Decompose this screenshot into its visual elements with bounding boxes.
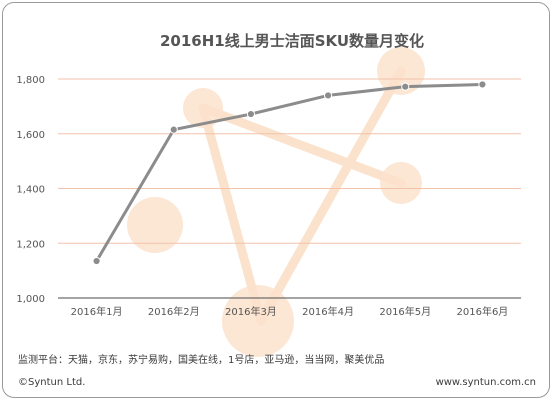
x-tick-label: 2016年3月: [225, 305, 277, 318]
data-point: [478, 80, 487, 89]
x-axis-ticks: 2016年1月 2016年2月 2016年3月 2016年4月 2016年5月 2016年…: [71, 305, 509, 318]
y-tick-label: 1,200: [16, 239, 45, 250]
x-tick-label: 2016年1月: [71, 305, 123, 318]
data-point: [323, 91, 333, 100]
series-line: [92, 80, 487, 266]
background-decoration: [127, 47, 425, 357]
y-tick-label: 1,000: [16, 294, 45, 305]
decor-band: [256, 66, 406, 326]
series-line-path: [95, 82, 483, 262]
y-tick-label: 1,800: [16, 75, 45, 86]
website: www.syntun.com.cn: [435, 377, 536, 388]
decor-bubble: [222, 285, 294, 357]
data-point: [246, 109, 256, 119]
y-tick-label: 1,400: [16, 185, 45, 196]
decor-band: [198, 103, 406, 188]
gridlines: [58, 78, 521, 299]
y-axis-ticks: 1,000 1,200 1,400 1,600 1,800: [16, 75, 45, 305]
decor-bubble: [183, 88, 223, 128]
line-chart: 1,000 1,200 1,400 1,600 1,800 2016年1月 2016年2月…: [16, 32, 521, 357]
x-tick-label: 2016年4月: [302, 305, 354, 318]
data-point: [169, 125, 178, 134]
chart-frame: 1,000 1,200 1,400 1,600 1,800 2016年1月 2016年2月…: [2, 2, 550, 398]
chart-title: 2016H1线上男士洁面SKU数量月变化: [160, 32, 424, 50]
data-point: [401, 82, 410, 91]
source-note: 监测平台：天猫，京东，苏宁易购，国美在线，1号店，亚马逊，当当网，聚美优品: [18, 355, 385, 366]
decor-bubble: [380, 162, 422, 204]
data-point: [92, 256, 101, 266]
y-tick-label: 1,600: [16, 130, 45, 141]
x-tick-label: 2016年6月: [457, 305, 509, 318]
x-tick-label: 2016年5月: [379, 305, 431, 318]
copyright: ©Syntun Ltd.: [18, 377, 86, 388]
x-tick-label: 2016年2月: [148, 305, 200, 318]
decor-bubble: [377, 47, 425, 95]
decor-band: [198, 103, 266, 326]
decor-bubble: [127, 197, 183, 253]
